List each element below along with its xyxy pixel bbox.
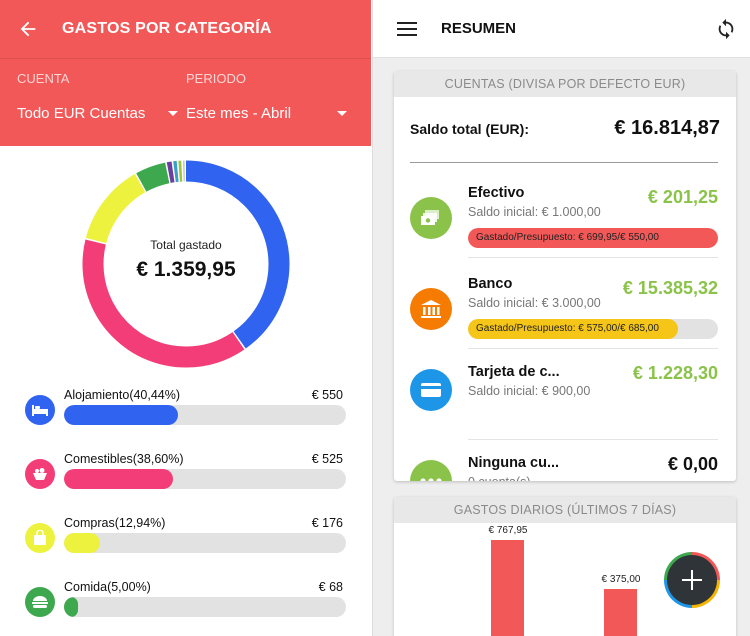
burger-icon [25, 587, 55, 617]
account-initial-balance: 0 cuenta(s) [468, 475, 531, 481]
arrow-back-icon [20, 21, 36, 37]
right-app-bar: RESUMEN [373, 0, 750, 58]
summary-title: RESUMEN [441, 20, 517, 37]
daily-bar[interactable] [491, 540, 524, 636]
page-title: GASTOS POR CATEGORÍA [62, 20, 272, 37]
shopping-bag-icon [25, 523, 55, 553]
account-row[interactable]: Efectivo Saldo inicial: € 1.000,00 € 201,2… [394, 167, 736, 258]
total-spent-amount: € 1.359,95 [136, 258, 236, 281]
account-divider [468, 439, 718, 440]
account-dropdown-caret-icon [168, 111, 178, 116]
category-name: Comida(5,00%) [64, 580, 151, 594]
total-spent-label: Total gastado [150, 238, 222, 252]
category-name: Comestibles(38,60%) [64, 452, 184, 466]
account-initial-balance: Saldo inicial: € 900,00 [468, 384, 591, 398]
total-balance-label: Saldo total (EUR): [410, 121, 529, 137]
category-progress-fill [64, 469, 173, 489]
donut-center: Total gastado € 1.359,95 [82, 238, 290, 282]
expenses-by-category-panel: GASTOS POR CATEGORÍA CUENTA PERIODO Todo… [0, 0, 371, 636]
credit-card-icon [410, 369, 452, 411]
account-balance: € 15.385,32 [622, 278, 718, 298]
total-divider [410, 162, 718, 163]
category-name: Alojamiento(40,44%) [64, 388, 181, 402]
category-row[interactable]: Compras(12,94%) € 176 [0, 513, 371, 577]
account-row[interactable]: Tarjeta de c... Saldo inicial: € 900,00 € … [394, 349, 736, 440]
category-progress-fill [64, 405, 178, 425]
category-progress-fill [64, 597, 79, 617]
account-initial-balance: Saldo inicial: € 1.000,00 [468, 205, 601, 219]
daily-expenses-card: GASTOS DIARIOS (ÚLTIMOS 7 DÍAS) € 767,95… [394, 497, 736, 636]
bed-icon [25, 395, 55, 425]
total-balance-row: Saldo total (EUR): € 16.814,87 [410, 107, 720, 151]
account-dropdown-value: Todo EUR Cuentas [17, 105, 146, 122]
category-amount: € 176 [311, 516, 343, 530]
budget-progress-bar: Gastado/Presupuesto: € 575,00/€ 685,00 [468, 319, 718, 339]
category-progress-track [64, 597, 346, 617]
plus-icon [682, 570, 702, 590]
category-row[interactable]: Comida(5,00%) € 68 [0, 577, 371, 636]
fab-ring [664, 552, 720, 608]
fab-inner [667, 555, 717, 605]
account-balance: € 1.228,30 [632, 363, 718, 383]
filters-bar: CUENTA PERIODO Todo EUR Cuentas Este mes… [0, 58, 371, 146]
total-balance-value: € 16.814,87 [614, 117, 720, 139]
donut-segment-0[interactable] [82, 160, 290, 368]
groceries-icon [25, 459, 55, 489]
daily-bar[interactable] [604, 589, 637, 636]
category-amount: € 68 [318, 580, 343, 594]
account-name: Efectivo [468, 185, 525, 201]
category-progress-fill [64, 533, 101, 553]
account-name: Banco [468, 276, 513, 292]
period-dropdown-caret-icon [337, 111, 347, 116]
account-row[interactable]: Ninguna cu... 0 cuenta(s) € 0,00 [394, 440, 736, 481]
budget-progress-fill [468, 319, 678, 339]
menu-button[interactable] [373, 0, 441, 58]
account-row[interactable]: Banco Saldo inicial: € 3.000,00 € 15.385,3… [394, 258, 736, 349]
cash-icon [410, 197, 452, 239]
daily-expenses-header: GASTOS DIARIOS (ÚLTIMOS 7 DÍAS) [394, 497, 736, 523]
account-initial-balance: Saldo inicial: € 3.000,00 [468, 296, 601, 310]
donut-segment-1[interactable] [82, 160, 290, 368]
account-balance: € 0,00 [667, 454, 718, 474]
category-row[interactable]: Comestibles(38,60%) € 525 [0, 449, 371, 513]
more-dots-icon [410, 460, 452, 481]
period-dropdown-value: Este mes - Abril [186, 105, 292, 122]
accounts-card-header: CUENTAS (DIVISA POR DEFECTO EUR) [394, 71, 736, 97]
left-app-bar: GASTOS POR CATEGORÍA [0, 0, 371, 58]
budget-progress-fill [468, 228, 718, 248]
category-amount: € 550 [311, 388, 343, 402]
bank-icon [410, 288, 452, 330]
sync-icon [718, 18, 734, 40]
summary-panel: RESUMEN CUENTAS (DIVISA POR DEFECTO EUR)… [372, 0, 750, 636]
account-divider [468, 257, 718, 258]
budget-progress-bar: Gastado/Presupuesto: € 699,95/€ 550,00 [468, 228, 718, 248]
period-filter-label: PERIODO [186, 71, 246, 86]
account-name: Tarjeta de c... [468, 364, 560, 380]
budget-text: Gastado/Presupuesto: € 575,00/€ 685,00 [476, 323, 659, 334]
category-progress-track [64, 405, 346, 425]
category-amount: € 525 [311, 452, 343, 466]
sync-button[interactable] [711, 14, 741, 44]
account-filter-label: CUENTA [17, 71, 70, 86]
hamburger-menu-icon [397, 21, 417, 36]
daily-bar-label: € 767,95 [488, 525, 528, 536]
accounts-card: CUENTAS (DIVISA POR DEFECTO EUR) Saldo t… [394, 71, 736, 481]
category-progress-track [64, 469, 346, 489]
category-row[interactable]: Alojamiento(40,44%) € 550 [0, 385, 371, 449]
add-transaction-fab[interactable] [662, 550, 722, 610]
donut-svg [82, 160, 290, 368]
back-button[interactable] [0, 0, 56, 58]
daily-bar-label: € 375,00 [601, 574, 641, 586]
category-donut-chart[interactable]: Total gastado € 1.359,95 [82, 160, 290, 368]
account-divider [468, 348, 718, 349]
category-progress-track [64, 533, 346, 553]
account-balance: € 201,25 [647, 187, 718, 207]
category-name: Compras(12,94%) [64, 516, 166, 530]
account-name: Ninguna cu... [468, 455, 560, 471]
budget-text: Gastado/Presupuesto: € 699,95/€ 550,00 [476, 232, 659, 243]
